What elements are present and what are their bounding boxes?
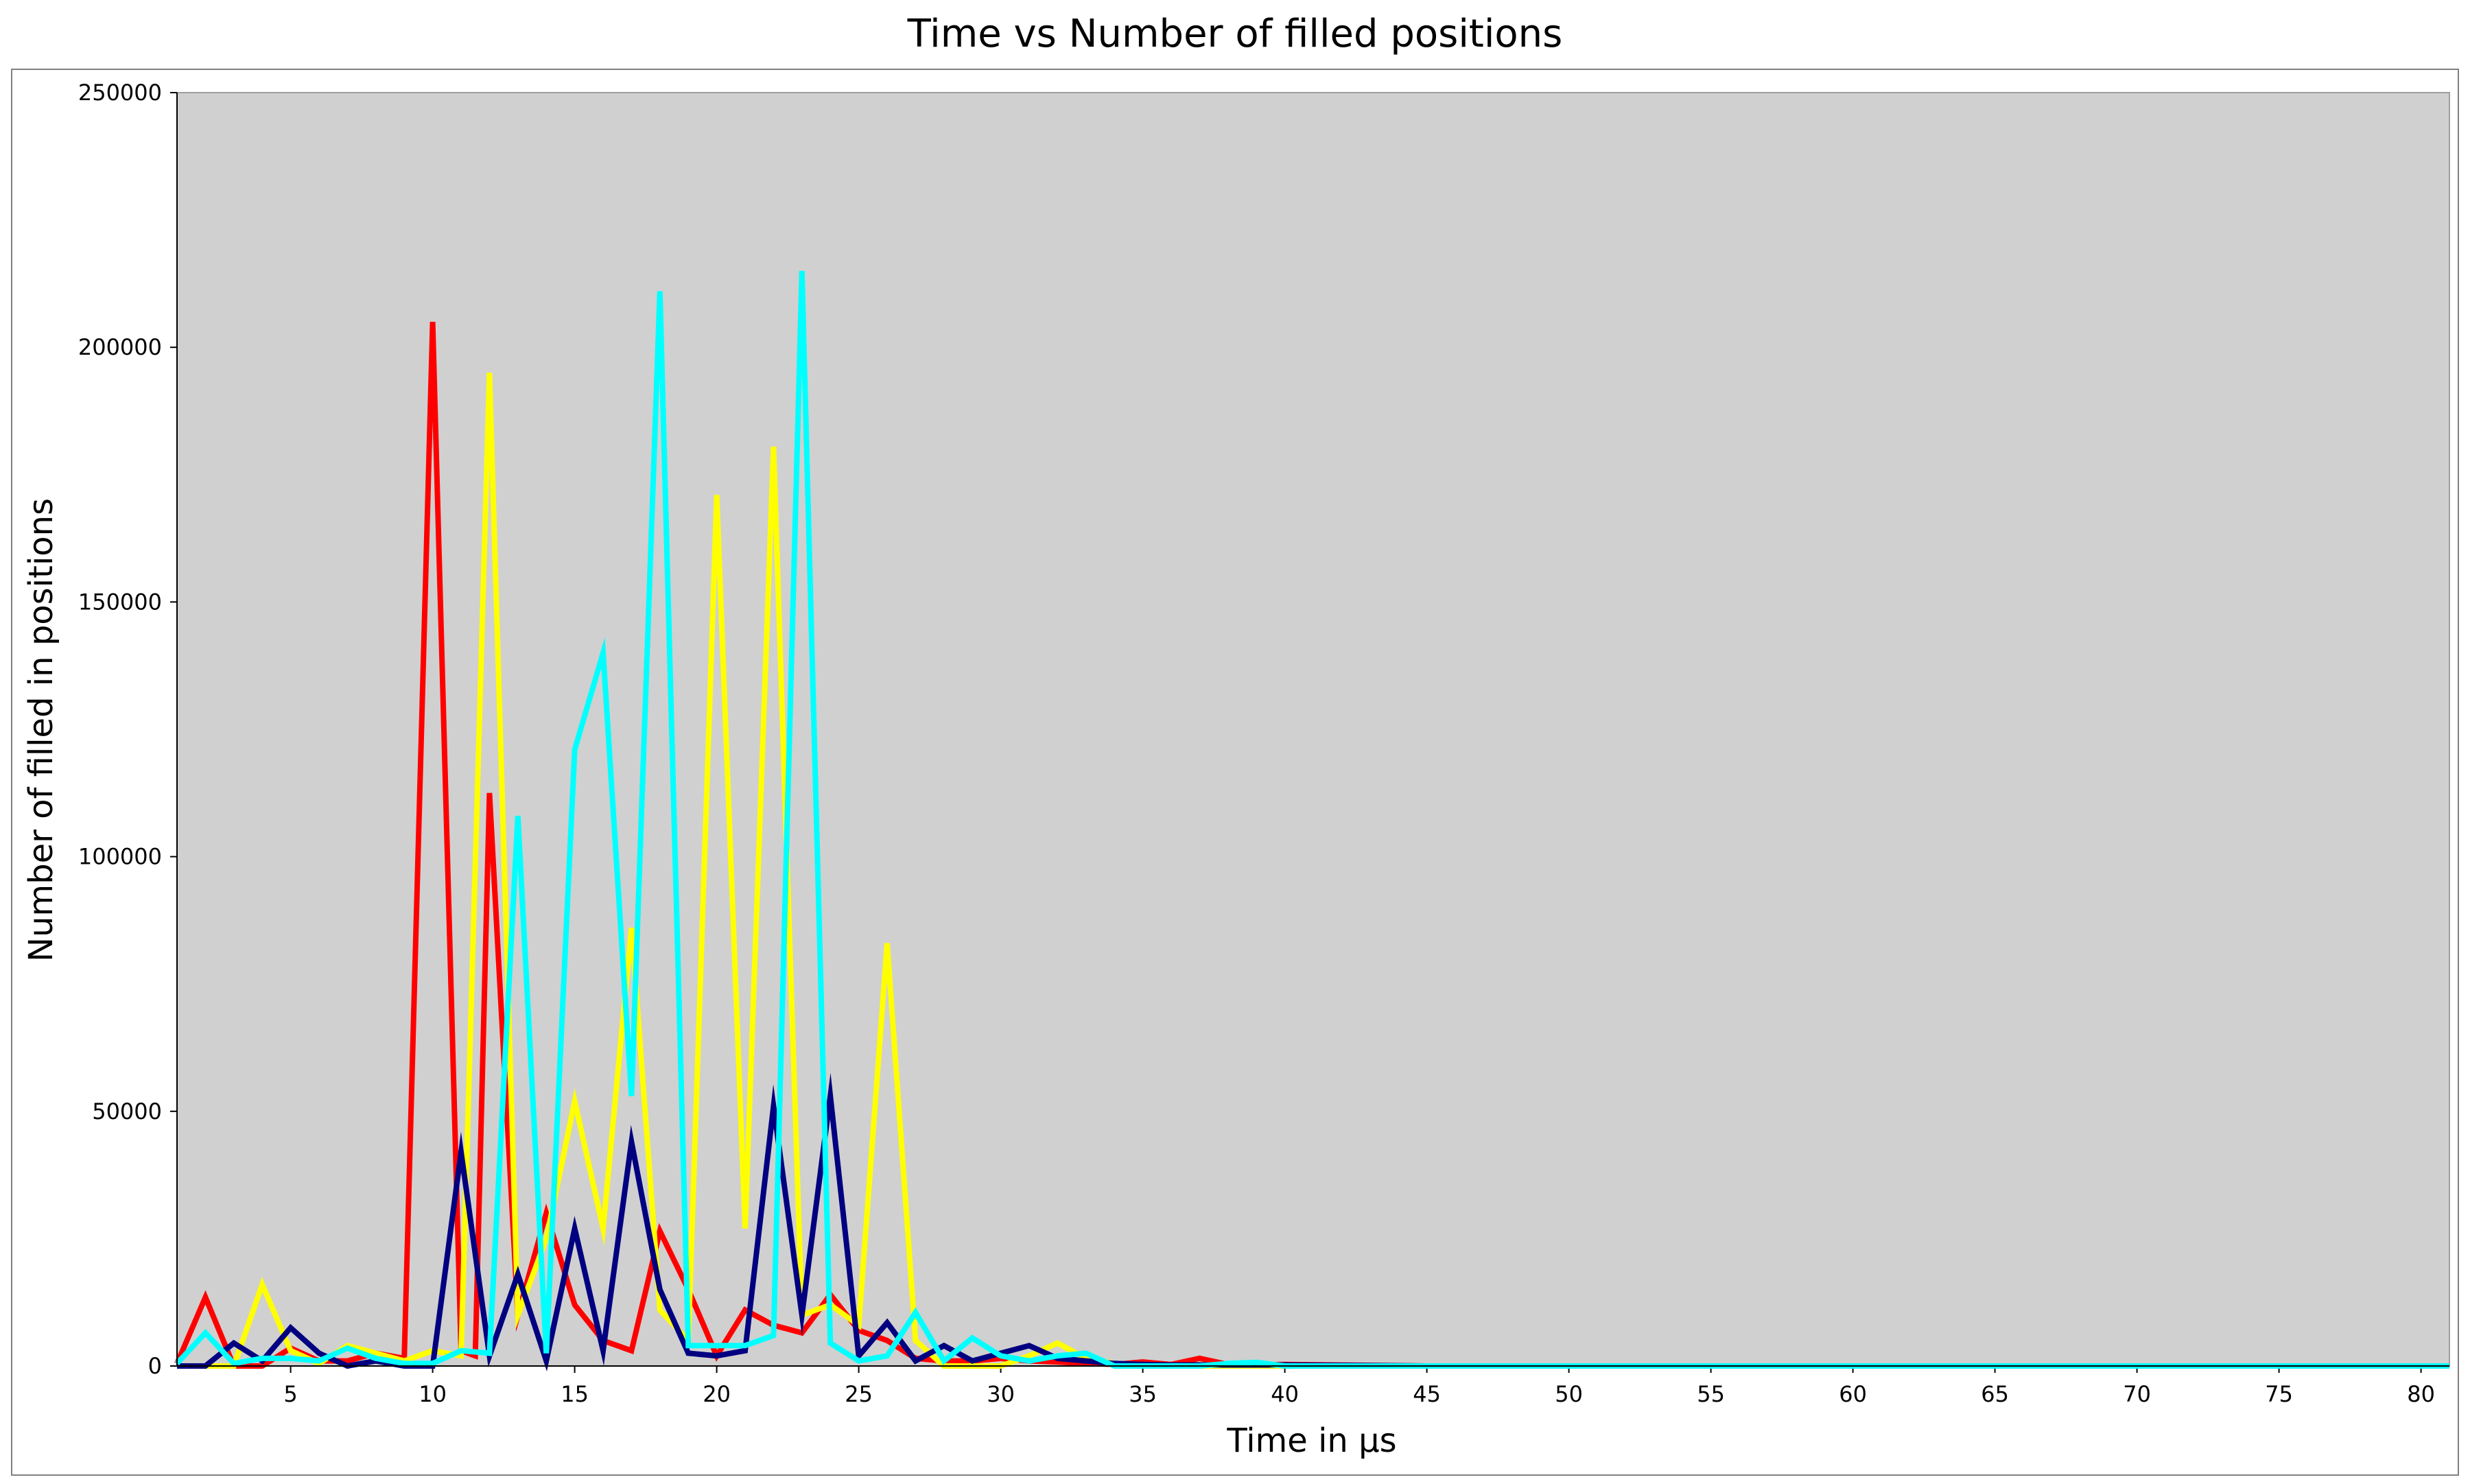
y-tick-label: 0 xyxy=(148,1353,162,1379)
x-tick-label: 60 xyxy=(1839,1381,1867,1407)
x-tick-label: 15 xyxy=(561,1381,589,1407)
x-tick-label: 35 xyxy=(1129,1381,1157,1407)
x-tick-label: 45 xyxy=(1413,1381,1441,1407)
x-tick-label: 50 xyxy=(1555,1381,1583,1407)
x-tick-label: 40 xyxy=(1271,1381,1299,1407)
x-tick-label: 70 xyxy=(2123,1381,2151,1407)
x-tick-label: 25 xyxy=(845,1381,873,1407)
y-tick-label: 100000 xyxy=(78,844,162,870)
y-tick-label: 150000 xyxy=(78,589,162,615)
y-axis-label: Number of filled in positions xyxy=(22,498,60,962)
x-tick-label: 75 xyxy=(2265,1381,2293,1407)
x-axis-ticks: 5 10 15 20 25 30 35 40 45 50 55 60 65 70 75 80 xyxy=(283,1366,2435,1407)
x-tick-label: 55 xyxy=(1697,1381,1725,1407)
x-tick-label: 20 xyxy=(703,1381,731,1407)
chart-title: Time vs Number of filled positions xyxy=(907,12,1563,56)
x-tick-label: 80 xyxy=(2407,1381,2435,1407)
x-tick-label: 65 xyxy=(1981,1381,2009,1407)
y-tick-label: 250000 xyxy=(78,80,162,106)
y-tick-label: 200000 xyxy=(78,334,162,360)
x-tick-label: 30 xyxy=(987,1381,1015,1407)
y-tick-label: 50000 xyxy=(92,1098,162,1124)
y-axis-ticks: 0 50000 100000 150000 200000 250000 xyxy=(78,80,177,1379)
plot-area xyxy=(176,92,2450,1367)
x-tick-label: 5 xyxy=(283,1381,297,1407)
x-tick-label: 10 xyxy=(419,1381,447,1407)
x-axis-label: Time in µs xyxy=(1226,1422,1396,1460)
